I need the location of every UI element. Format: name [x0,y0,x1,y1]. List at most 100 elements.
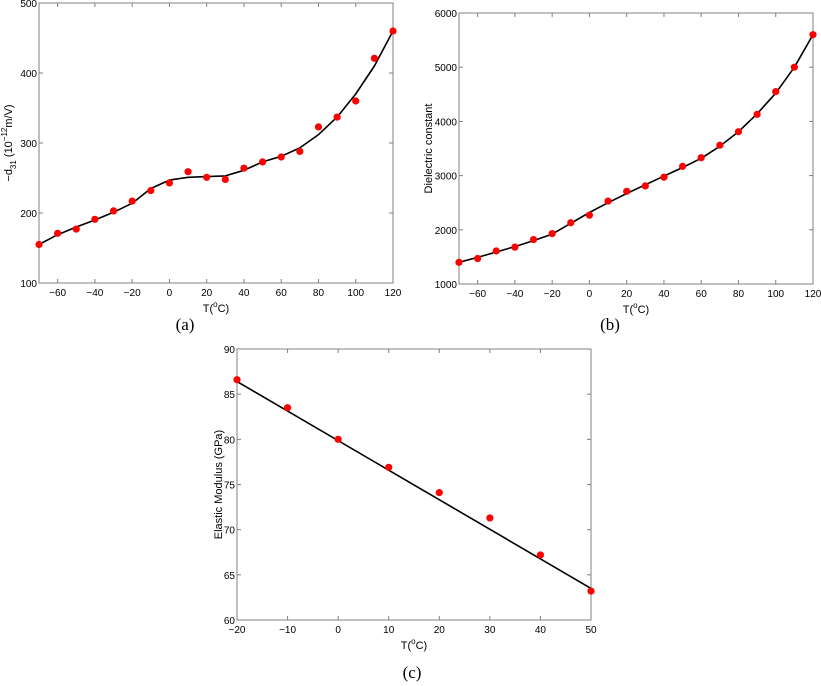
y-tick-label: 90 [224,345,236,356]
data-point [623,187,631,195]
data-point [641,182,649,190]
data-point [511,243,519,251]
y-axis-label: Elastic Modulus (GPa) [213,430,225,539]
data-point [370,54,378,62]
x-tick-label: 120 [385,288,402,299]
data-point [716,141,724,149]
data-point [334,435,342,443]
y-tick-label: 65 [224,571,236,582]
data-point [128,197,136,205]
y-tick-label: 60 [224,616,236,627]
data-point [529,235,538,244]
x-tick-label: 0 [167,288,173,299]
y-tick-label: 500 [20,0,37,10]
data-point [492,247,500,255]
x-tick-label: 40 [658,289,670,300]
data-point [486,514,494,522]
x-tick-label: 60 [276,288,288,299]
data-point [72,225,80,233]
x-tick-label: −60 [49,288,66,299]
data-point [296,147,304,155]
data-point [389,27,397,35]
x-tick-label: −10 [279,625,296,636]
y-tick-label: 70 [224,526,236,537]
y-tick-label: 3000 [435,172,458,183]
data-point [474,254,482,263]
x-axis-label: T(oC) [623,301,649,316]
data-point [753,110,761,118]
data-point [258,158,267,166]
y-axis-label: −d31 (10−12m/V) [0,104,18,181]
x-tick-label: 20 [201,288,213,299]
x-axis-label: T(oC) [203,300,229,315]
data-point [203,173,211,181]
data-point [35,240,43,249]
x-tick-label: 20 [621,289,633,300]
x-tick-label: 50 [585,625,597,636]
data-point [165,179,174,187]
data-point [790,63,798,71]
data-point [233,376,241,384]
data-point [585,211,594,219]
data-point [314,123,323,131]
y-tick-label: 80 [224,435,236,446]
data-point [385,463,393,471]
x-tick-label: −60 [469,289,486,300]
data-point [548,229,556,238]
y-axis-label: Dielectric constant [423,104,435,194]
x-tick-label: 100 [767,289,784,300]
panel-caption: (a) [176,315,195,334]
x-tick-label: −20 [229,625,246,636]
x-tick-label: 20 [434,625,446,636]
data-point [221,175,229,183]
data-point [536,551,545,559]
y-tick-label: 85 [224,390,236,401]
data-point [240,164,248,172]
data-point [54,229,62,237]
x-tick-label: 40 [238,288,250,299]
x-tick-label: 60 [696,289,708,300]
x-tick-label: 100 [347,288,364,299]
data-point [333,113,341,121]
x-tick-label: 0 [335,625,341,636]
panel-caption: (c) [403,663,422,682]
data-point [660,173,668,181]
y-tick-label: 100 [20,279,37,290]
data-point [283,404,292,412]
data-point [277,153,285,161]
plot-frame [458,12,814,285]
panel-caption: (b) [600,315,620,334]
x-tick-label: 80 [313,288,325,299]
data-point [587,587,595,595]
data-point [772,87,780,96]
y-tick-label: 200 [20,209,37,220]
data-point [678,162,687,170]
x-tick-label: −40 [506,289,523,300]
y-tick-label: 2000 [435,226,458,237]
chart-panel-a: −60 −40 −20 0 20 40 60 80 100 120 100 200 300 400 500 T… [0,0,402,334]
x-tick-label: 80 [733,289,745,300]
chart-panel-b: −60 −40 −20 0 20 40 60 80 100 120 1000 2000 3000 4000… [423,9,821,334]
data-point [734,128,743,136]
data-point [697,154,705,162]
y-tick-label: 300 [20,139,37,150]
fit-curve [236,380,592,590]
data-point [567,219,575,227]
x-tick-label: 0 [587,289,593,300]
x-tick-label: 10 [383,625,395,636]
x-tick-label: −40 [86,288,103,299]
y-tick-label: 5000 [435,63,458,74]
y-tick-label: 75 [224,481,236,492]
x-tick-label: −20 [124,288,141,299]
data-point [604,197,612,205]
data-point [809,31,817,39]
data-point [147,187,155,195]
data-point [352,97,360,105]
data-point [184,168,192,176]
y-tick-label: 1000 [435,280,458,291]
x-tick-label: −20 [544,289,561,300]
y-tick-label: 4000 [435,117,458,128]
data-point [91,215,99,223]
y-tick-label: 6000 [435,9,458,20]
